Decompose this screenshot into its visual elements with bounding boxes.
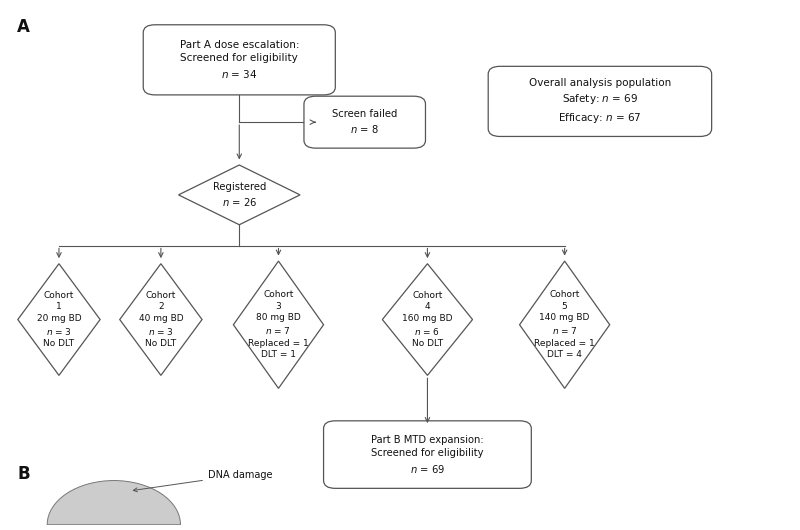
Polygon shape bbox=[234, 261, 323, 388]
Text: Cohort
4
160 mg BD
$n$ = 6
No DLT: Cohort 4 160 mg BD $n$ = 6 No DLT bbox=[402, 291, 453, 348]
Text: DNA damage: DNA damage bbox=[134, 470, 273, 492]
Text: Screen failed
$n$ = 8: Screen failed $n$ = 8 bbox=[332, 109, 398, 135]
FancyBboxPatch shape bbox=[304, 96, 426, 148]
Text: Cohort
1
20 mg BD
$n$ = 3
No DLT: Cohort 1 20 mg BD $n$ = 3 No DLT bbox=[37, 291, 82, 348]
Polygon shape bbox=[178, 165, 300, 225]
Text: Overall analysis population
Safety: $n$ = 69
Efficacy: $n$ = 67: Overall analysis population Safety: $n$ … bbox=[529, 78, 671, 125]
Text: Part A dose escalation:
Screened for eligibility
$n$ = 34: Part A dose escalation: Screened for eli… bbox=[179, 40, 299, 80]
Text: Cohort
3
80 mg BD
$n$ = 7
Replaced = 1
DLT = 1: Cohort 3 80 mg BD $n$ = 7 Replaced = 1 D… bbox=[248, 290, 309, 359]
Polygon shape bbox=[519, 261, 610, 388]
Text: Cohort
5
140 mg BD
$n$ = 7
Replaced = 1
DLT = 4: Cohort 5 140 mg BD $n$ = 7 Replaced = 1 … bbox=[534, 290, 595, 359]
Text: Part B MTD expansion:
Screened for eligibility
$n$ = 69: Part B MTD expansion: Screened for eligi… bbox=[371, 435, 484, 475]
Text: A: A bbox=[18, 18, 30, 36]
Text: B: B bbox=[18, 465, 30, 483]
FancyBboxPatch shape bbox=[143, 25, 335, 95]
Text: Registered
$n$ = 26: Registered $n$ = 26 bbox=[213, 182, 266, 208]
Text: Cohort
2
40 mg BD
$n$ = 3
No DLT: Cohort 2 40 mg BD $n$ = 3 No DLT bbox=[138, 291, 183, 348]
Polygon shape bbox=[18, 264, 100, 375]
Polygon shape bbox=[120, 264, 202, 375]
Wedge shape bbox=[47, 481, 181, 525]
FancyBboxPatch shape bbox=[488, 66, 712, 136]
Polygon shape bbox=[382, 264, 473, 375]
FancyBboxPatch shape bbox=[323, 421, 531, 488]
